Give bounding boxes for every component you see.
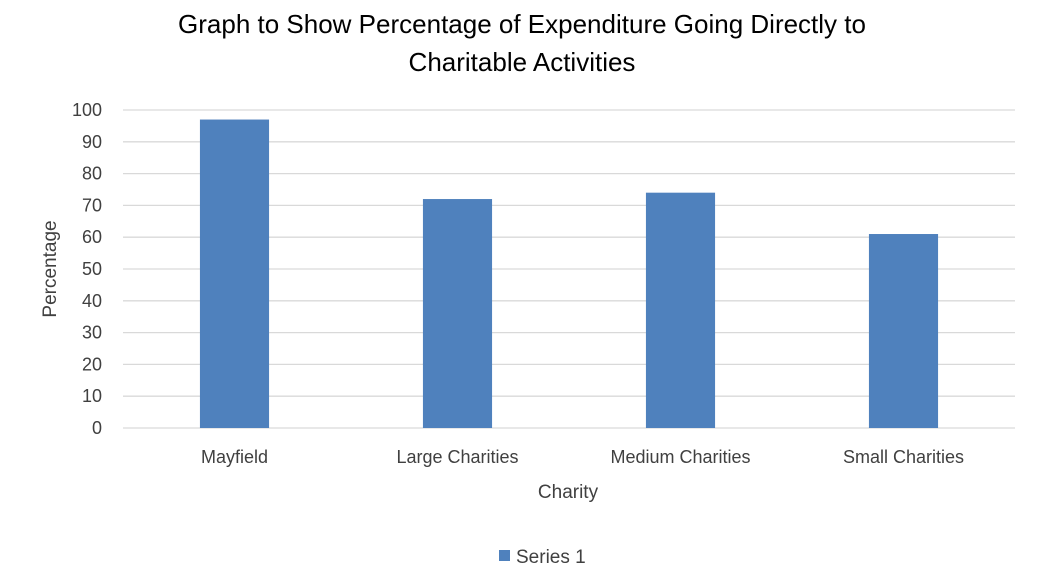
legend-swatch-series-1 — [499, 550, 510, 561]
y-axis-tick-labels: 0 10 20 30 40 50 60 70 80 90 100 — [72, 100, 102, 438]
y-tick-label: 60 — [82, 227, 102, 247]
x-tick-label: Small Charities — [843, 447, 964, 467]
legend-label-series-1: Series 1 — [516, 547, 586, 568]
chart-title-line-2: Charitable Activities — [409, 47, 636, 77]
chart-title-line-1: Graph to Show Percentage of Expenditure … — [178, 9, 866, 39]
x-tick-label: Medium Charities — [610, 447, 750, 467]
x-axis-title: Charity — [538, 482, 599, 503]
bar-mayfield — [199, 119, 270, 428]
y-tick-label: 70 — [82, 195, 102, 215]
bar-large-charities — [422, 199, 493, 428]
bars — [199, 119, 939, 428]
legend: Series 1 — [499, 547, 586, 568]
x-axis-tick-labels: Mayfield Large Charities Medium Charities S… — [201, 447, 964, 467]
x-tick-label: Mayfield — [201, 447, 268, 467]
x-tick-label: Large Charities — [396, 447, 518, 467]
gridlines — [123, 109, 1015, 429]
y-tick-label: 40 — [82, 291, 102, 311]
y-axis-title: Percentage — [40, 220, 61, 317]
y-tick-label: 100 — [72, 100, 102, 120]
bar-small-charities — [868, 234, 939, 428]
y-tick-label: 90 — [82, 132, 102, 152]
bar-medium-charities — [645, 192, 716, 428]
y-tick-label: 30 — [82, 323, 102, 343]
y-tick-label: 50 — [82, 259, 102, 279]
y-tick-label: 20 — [82, 354, 102, 374]
y-tick-label: 0 — [92, 418, 102, 438]
y-tick-label: 80 — [82, 164, 102, 184]
y-tick-label: 10 — [82, 386, 102, 406]
